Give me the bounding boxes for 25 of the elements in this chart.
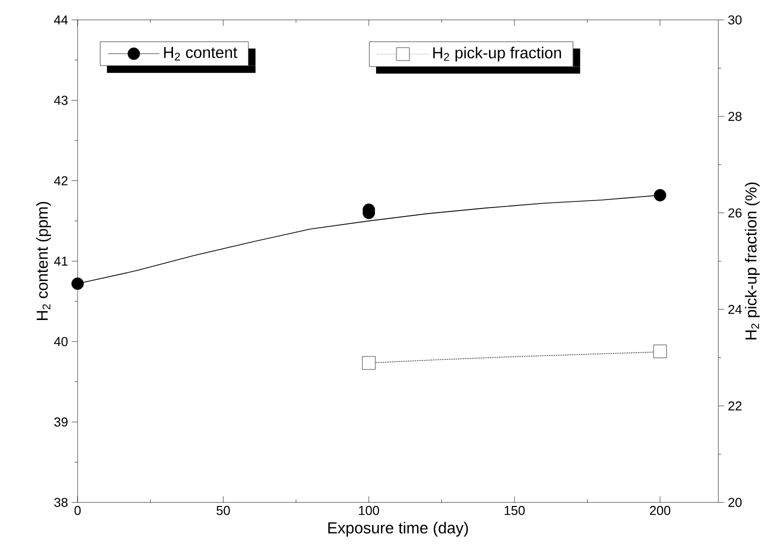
y2-tick-label: 30 xyxy=(728,15,742,24)
y2-tick-label: 24 xyxy=(728,304,742,314)
y-tick-label: 39 xyxy=(54,417,68,426)
y-tick-label: 42 xyxy=(54,176,68,186)
y2-axis-title: H$_{2}$ pick-up fraction (%) xyxy=(744,182,760,340)
point xyxy=(71,277,84,290)
x-tick-label: 0 xyxy=(74,506,81,515)
y-tick-label: 38 xyxy=(54,498,68,507)
y-tick-label: 43 xyxy=(54,96,68,105)
x-axis-title: Exposure time (day) xyxy=(328,522,468,537)
x-tick-label: 150 xyxy=(504,506,525,515)
legend-label: H$_{2}$ content xyxy=(164,46,238,60)
x-tick-label: 100 xyxy=(359,506,380,515)
y2-tick-label: 22 xyxy=(728,401,742,410)
x-tick-label: 50 xyxy=(216,506,230,515)
y-axis-title: H$_{2}$ content (ppm) xyxy=(36,202,51,320)
legend-label: H$_{2}$ pick-up fraction xyxy=(433,46,561,62)
y-tick-label: 41 xyxy=(54,256,68,266)
y-tick-label: 44 xyxy=(54,15,68,24)
y2-tick-label: 20 xyxy=(728,498,742,507)
y-tick-label: 40 xyxy=(54,336,68,346)
point xyxy=(654,188,666,202)
y2-tick-label: 26 xyxy=(728,208,742,218)
y2-tick-label: 28 xyxy=(728,112,742,121)
x-tick-label: 200 xyxy=(650,506,670,515)
